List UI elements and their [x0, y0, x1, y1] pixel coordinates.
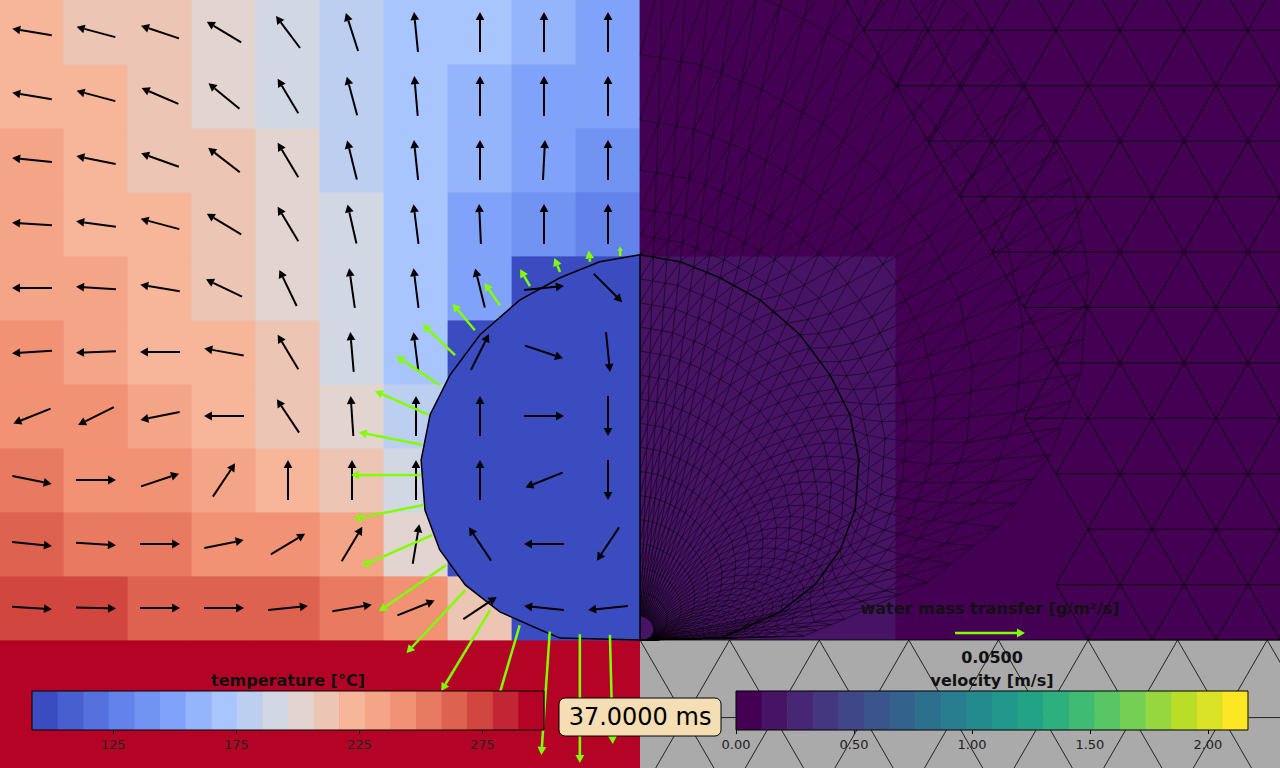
svg-text:water mass transfer [g/m²/s]: water mass transfer [g/m²/s]	[860, 599, 1119, 618]
svg-text:275: 275	[470, 737, 495, 752]
svg-text:125: 125	[101, 737, 126, 752]
svg-text:175: 175	[224, 737, 249, 752]
svg-text:1.00: 1.00	[957, 737, 986, 752]
svg-text:225: 225	[347, 737, 372, 752]
svg-text:0.00: 0.00	[722, 737, 751, 752]
svg-text:1.50: 1.50	[1075, 737, 1104, 752]
svg-text:2.00: 2.00	[1193, 737, 1222, 752]
svg-text:0.50: 0.50	[839, 737, 868, 752]
svg-text:temperature [°C]: temperature [°C]	[211, 671, 365, 690]
svg-text:37.0000 ms: 37.0000 ms	[569, 703, 712, 731]
svg-text:0.0500: 0.0500	[961, 648, 1023, 667]
svg-text:velocity [m/s]: velocity [m/s]	[930, 671, 1053, 690]
